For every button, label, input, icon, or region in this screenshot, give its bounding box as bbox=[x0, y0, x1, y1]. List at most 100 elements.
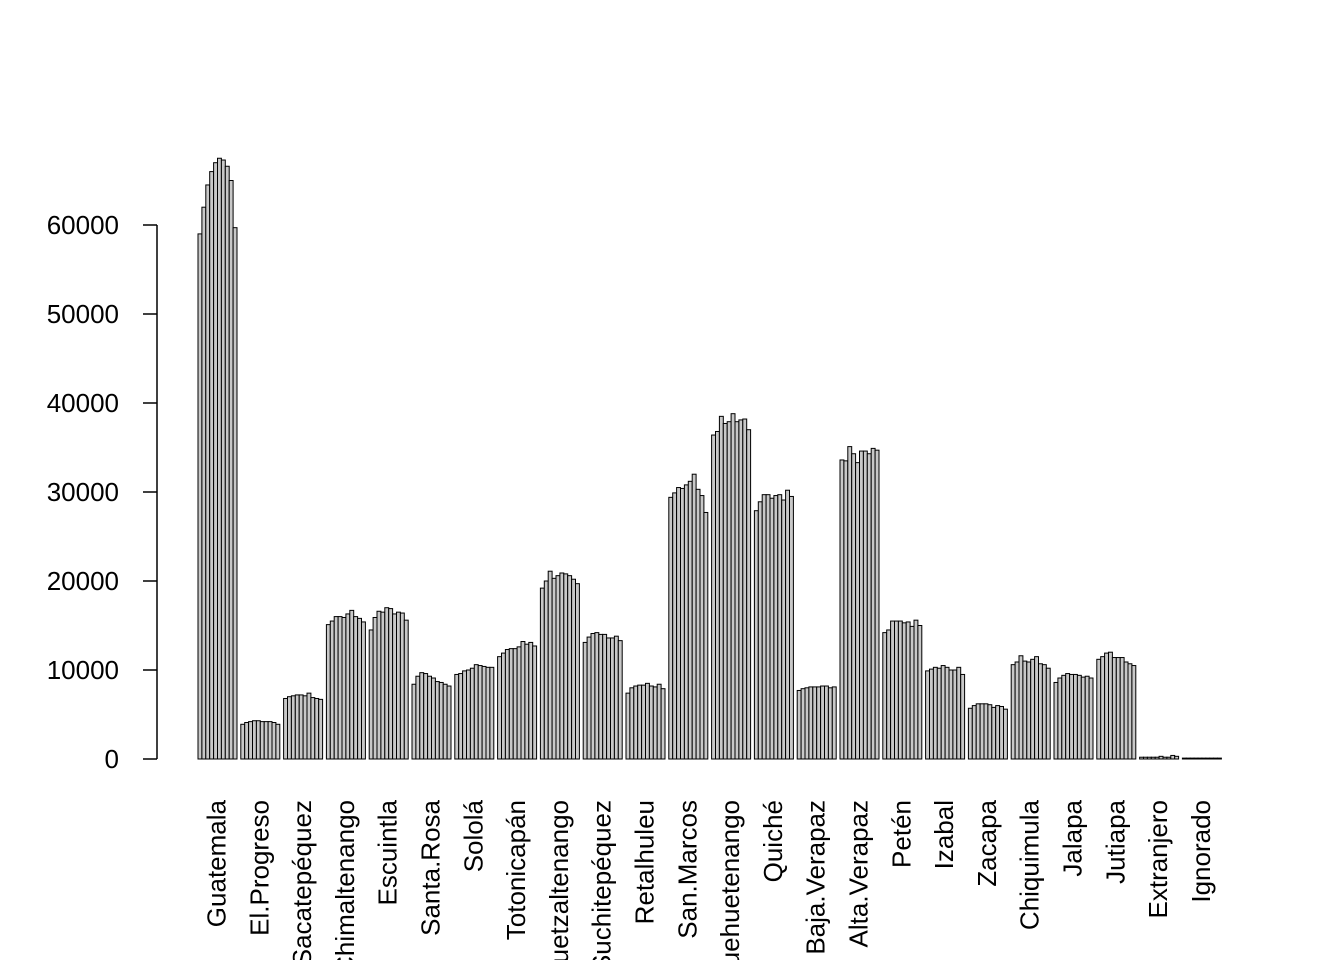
bar bbox=[999, 705, 1004, 760]
bar bbox=[975, 703, 981, 760]
bar bbox=[368, 629, 374, 760]
bar bbox=[318, 698, 324, 760]
bar bbox=[442, 683, 448, 760]
bar bbox=[419, 672, 425, 760]
bar bbox=[228, 180, 234, 760]
bar bbox=[454, 673, 460, 760]
bar bbox=[1154, 756, 1160, 760]
bar bbox=[676, 487, 681, 760]
category-label: Sololá bbox=[458, 799, 488, 872]
bar bbox=[1045, 667, 1051, 760]
bar bbox=[477, 665, 483, 760]
bar bbox=[1189, 757, 1195, 760]
category-label: San.Marcos bbox=[672, 800, 702, 939]
category-label: Retalhuleu bbox=[630, 800, 660, 924]
bar bbox=[594, 632, 600, 760]
bar bbox=[940, 665, 946, 760]
bar bbox=[680, 487, 685, 760]
bar bbox=[341, 616, 347, 760]
bar bbox=[804, 687, 810, 760]
bar bbox=[376, 610, 382, 760]
bar bbox=[1108, 651, 1113, 760]
bar bbox=[559, 572, 565, 760]
bar bbox=[201, 206, 207, 760]
bar bbox=[839, 459, 845, 760]
bar bbox=[446, 685, 452, 760]
bar bbox=[255, 720, 261, 760]
bar bbox=[660, 688, 666, 760]
category-label: Guatemala bbox=[202, 799, 232, 927]
category-label: Chiquimula bbox=[1015, 799, 1045, 930]
y-tick-label: 30000 bbox=[47, 477, 119, 507]
bar bbox=[306, 692, 312, 760]
bar bbox=[897, 620, 903, 760]
bar bbox=[1170, 754, 1176, 760]
bar bbox=[738, 419, 744, 760]
bar bbox=[403, 619, 409, 760]
bar bbox=[353, 616, 359, 760]
category-label: Quetzaltenango bbox=[544, 800, 574, 960]
bar bbox=[882, 632, 888, 760]
bar bbox=[372, 616, 378, 760]
bar bbox=[259, 721, 265, 760]
bar bbox=[543, 580, 549, 760]
bar bbox=[824, 685, 829, 760]
bar bbox=[1038, 663, 1043, 760]
bar bbox=[1150, 756, 1156, 760]
bar bbox=[555, 575, 561, 760]
bar bbox=[232, 227, 238, 760]
bar bbox=[1084, 675, 1090, 760]
bar bbox=[847, 446, 853, 760]
bar bbox=[851, 453, 857, 760]
bar bbox=[283, 697, 289, 760]
bar bbox=[796, 689, 802, 760]
bar bbox=[971, 705, 977, 760]
bar bbox=[820, 685, 825, 760]
category-label: Suchitepéquez bbox=[587, 800, 617, 960]
bar bbox=[489, 666, 495, 760]
bar bbox=[742, 418, 748, 760]
bar bbox=[730, 413, 736, 760]
bar bbox=[785, 489, 790, 760]
bar bbox=[1119, 657, 1125, 760]
bar bbox=[613, 635, 619, 760]
bar bbox=[349, 609, 355, 760]
bar bbox=[757, 501, 763, 760]
category-label: Totonicapán bbox=[501, 800, 531, 940]
bar bbox=[909, 625, 915, 760]
bar bbox=[1069, 673, 1074, 760]
bar bbox=[1088, 677, 1094, 760]
bar bbox=[773, 495, 779, 760]
bar bbox=[294, 694, 300, 760]
bar bbox=[290, 695, 296, 760]
bars-group bbox=[197, 157, 1222, 760]
bar bbox=[606, 637, 611, 760]
category-label: Chimaltenango bbox=[330, 800, 360, 960]
bar bbox=[695, 488, 701, 760]
bar bbox=[1065, 673, 1071, 760]
bar bbox=[890, 620, 895, 760]
bar bbox=[325, 624, 331, 760]
bar bbox=[438, 681, 444, 760]
bar bbox=[252, 720, 257, 760]
bar bbox=[637, 684, 643, 760]
y-tick-label: 10000 bbox=[47, 655, 119, 685]
bar bbox=[504, 649, 510, 760]
bar bbox=[855, 462, 860, 760]
bar bbox=[1217, 757, 1222, 760]
category-label: Alta.Verapaz bbox=[844, 800, 874, 947]
bar bbox=[1073, 673, 1078, 760]
bar bbox=[932, 666, 938, 760]
bar bbox=[672, 492, 678, 760]
bar bbox=[870, 447, 876, 760]
bar bbox=[197, 233, 203, 760]
y-tick-label: 40000 bbox=[47, 388, 119, 418]
bar bbox=[287, 696, 292, 760]
bar bbox=[734, 421, 740, 760]
bar bbox=[582, 641, 588, 760]
bar bbox=[267, 721, 273, 760]
bar bbox=[528, 641, 534, 760]
bar bbox=[520, 641, 526, 760]
bar bbox=[1115, 657, 1121, 760]
bar bbox=[995, 705, 1001, 760]
